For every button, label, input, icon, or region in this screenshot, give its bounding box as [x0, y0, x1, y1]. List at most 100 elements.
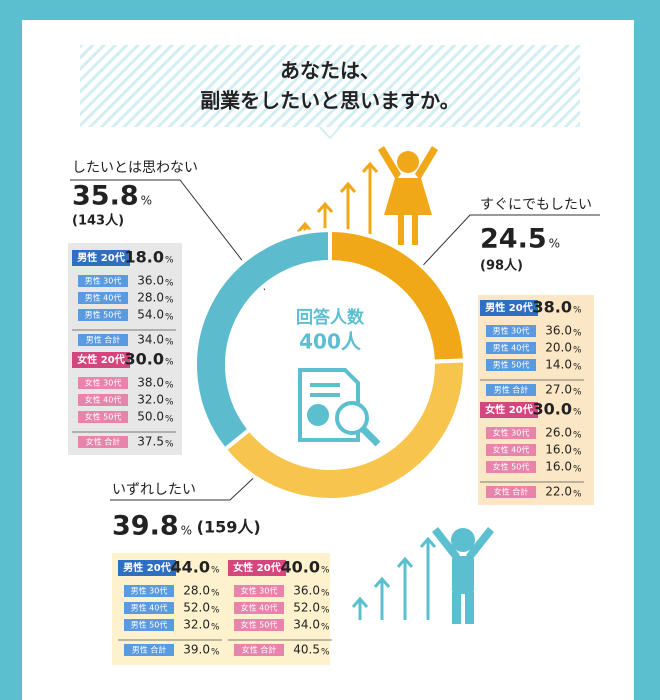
row-value: 37.5 [137, 435, 164, 449]
row-label: 女性 30代 [85, 378, 122, 388]
row-value: 38.0 [533, 298, 572, 317]
row-value: 22.0 [545, 485, 572, 499]
row-badge [124, 602, 174, 614]
row-unit: % [573, 306, 582, 316]
center-label: 400人 [299, 330, 362, 354]
row-value: 26.0 [545, 426, 572, 440]
row-unit: % [165, 338, 174, 348]
row-value: 18.0 [125, 248, 164, 267]
row-unit: % [165, 415, 174, 425]
row-label: 男性 40代 [85, 293, 122, 303]
segment-name: したいとは思わない [72, 160, 198, 176]
row-unit: % [573, 465, 582, 475]
row-badge [78, 436, 128, 448]
row-badge [486, 359, 536, 371]
leader-line [70, 179, 266, 291]
row-badge [228, 560, 286, 576]
row-label: 男性 合計 [132, 645, 167, 655]
row-value: 28.0 [183, 584, 210, 598]
segment-value: 39.8 [112, 511, 179, 542]
row-badge [78, 275, 128, 287]
row-badge [234, 602, 284, 614]
row-unit: % [573, 448, 582, 458]
row-unit: % [165, 398, 174, 408]
row-badge [486, 486, 536, 498]
row-badge [234, 644, 284, 656]
row-value: 52.0 [293, 601, 320, 615]
row-unit: % [211, 589, 220, 599]
center-label: 回答人数 [296, 307, 365, 328]
row-label: 女性 40代 [493, 445, 530, 455]
row-badge [480, 402, 538, 418]
row-unit: % [165, 256, 174, 266]
row-badge [72, 352, 130, 368]
row-badge [486, 384, 536, 396]
row-label: 男性 20代 [77, 251, 124, 264]
row-value: 32.0 [183, 618, 210, 632]
row-label: 男性 30代 [85, 276, 122, 286]
row-value: 40.0 [281, 558, 320, 577]
row-unit: % [165, 358, 174, 368]
row-value: 38.0 [137, 376, 164, 390]
row-label: 男性 30代 [131, 586, 168, 596]
row-badge [124, 585, 174, 597]
row-value: 20.0 [545, 341, 572, 355]
segment-count: (159人) [197, 518, 261, 537]
row-label: 女性 50代 [241, 620, 278, 630]
row-badge [118, 560, 176, 576]
row-unit: % [321, 648, 330, 658]
row-label: 女性 40代 [85, 395, 122, 405]
row-badge [486, 342, 536, 354]
segment-value: 35.8 [72, 181, 139, 212]
row-label: 女性 50代 [493, 462, 530, 472]
row-badge [486, 461, 536, 473]
row-label: 女性 合計 [242, 645, 277, 655]
row-value: 34.0 [293, 618, 320, 632]
row-badge [78, 292, 128, 304]
row-unit: % [573, 329, 582, 339]
segment-name: いずれしたい [112, 482, 196, 498]
row-unit: % [573, 388, 582, 398]
row-value: 40.5 [293, 643, 320, 657]
row-value: 30.0 [125, 350, 164, 369]
row-label: 男性 合計 [86, 335, 121, 345]
row-unit: % [211, 648, 220, 658]
arrows-bottom [351, 536, 437, 620]
row-unit: % [573, 363, 582, 373]
row-label: 男性 30代 [493, 326, 530, 336]
row-badge [78, 309, 128, 321]
row-value: 34.0 [137, 333, 164, 347]
row-value: 32.0 [137, 393, 164, 407]
row-label: 女性 合計 [86, 437, 121, 447]
row-value: 50.0 [137, 410, 164, 424]
segment-count: (98人) [480, 258, 523, 274]
row-label: 女性 20代 [233, 561, 280, 574]
segment-count: (143人) [72, 213, 124, 229]
segment-unit: % [549, 237, 560, 251]
row-value: 30.0 [533, 400, 572, 419]
row-unit: % [321, 566, 330, 576]
row-value: 52.0 [183, 601, 210, 615]
row-badge [78, 377, 128, 389]
person-bottom [432, 527, 494, 624]
title-box [80, 45, 580, 127]
row-value: 36.0 [545, 324, 572, 338]
row-label: 男性 40代 [493, 343, 530, 353]
row-unit: % [573, 490, 582, 500]
row-value: 14.0 [545, 358, 572, 372]
row-unit: % [573, 408, 582, 418]
row-label: 女性 30代 [241, 586, 278, 596]
row-badge [486, 444, 536, 456]
row-unit: % [321, 606, 330, 616]
row-unit: % [211, 623, 220, 633]
row-label: 女性 40代 [241, 603, 278, 613]
row-badge [72, 250, 130, 266]
row-value: 44.0 [171, 558, 210, 577]
row-badge [486, 427, 536, 439]
row-badge [234, 619, 284, 631]
row-badge [486, 325, 536, 337]
row-unit: % [211, 606, 220, 616]
row-label: 男性 40代 [131, 603, 168, 613]
row-badge [78, 394, 128, 406]
